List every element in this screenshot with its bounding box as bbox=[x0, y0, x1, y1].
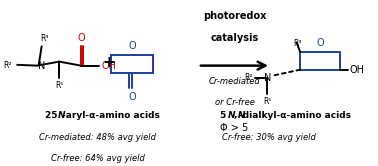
Text: O: O bbox=[129, 41, 136, 51]
Text: R¹: R¹ bbox=[263, 97, 271, 106]
Text: +: + bbox=[102, 55, 115, 70]
Text: R²: R² bbox=[244, 73, 253, 82]
Text: R³: R³ bbox=[40, 34, 49, 43]
Text: O: O bbox=[77, 33, 85, 43]
Text: Cr-free: 64% avg yield: Cr-free: 64% avg yield bbox=[51, 154, 144, 163]
Text: Cr-mediated: Cr-mediated bbox=[209, 77, 260, 86]
Text: O: O bbox=[129, 92, 136, 102]
Text: -aryl-α-amino acids: -aryl-α-amino acids bbox=[62, 111, 160, 120]
Text: photoredox: photoredox bbox=[203, 11, 266, 21]
Text: or Cr-free: or Cr-free bbox=[214, 98, 254, 107]
Text: N: N bbox=[263, 73, 271, 83]
Text: R¹: R¹ bbox=[55, 81, 64, 90]
Text: Cr-mediated: 48% avg yield: Cr-mediated: 48% avg yield bbox=[39, 133, 156, 142]
Text: R²: R² bbox=[3, 61, 12, 70]
Text: R³: R³ bbox=[293, 39, 302, 48]
Text: -dialkyl-α-amino acids: -dialkyl-α-amino acids bbox=[239, 111, 351, 120]
Text: OH: OH bbox=[350, 65, 364, 75]
Text: O: O bbox=[316, 38, 324, 48]
Text: N: N bbox=[58, 111, 65, 120]
Text: catalysis: catalysis bbox=[210, 33, 259, 43]
Text: OH: OH bbox=[101, 61, 116, 71]
Text: N: N bbox=[38, 61, 45, 71]
Text: 5: 5 bbox=[220, 111, 229, 120]
Text: Cr-free: 30% avg yield: Cr-free: 30% avg yield bbox=[222, 133, 316, 142]
Text: N,N: N,N bbox=[228, 111, 246, 120]
Text: 25: 25 bbox=[45, 111, 60, 120]
Text: Φ > 5: Φ > 5 bbox=[220, 124, 249, 133]
